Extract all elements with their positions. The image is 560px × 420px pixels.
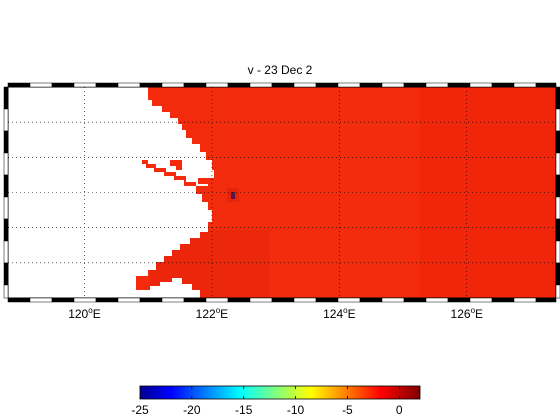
frame-top-segment xyxy=(381,82,405,88)
frame-top-segment xyxy=(29,82,53,88)
frame-top-segment xyxy=(95,82,119,88)
velocity-field xyxy=(8,87,556,298)
frame-right-segment xyxy=(555,130,560,154)
colorbar-tick-label-3: -10 xyxy=(287,403,305,417)
frame-left-segment xyxy=(3,86,9,110)
frame-top-segment xyxy=(271,82,295,88)
river-channel-upper xyxy=(170,160,182,170)
anomaly-halo xyxy=(227,188,239,202)
frame-bottom-segment xyxy=(73,297,97,303)
frame-top-segment xyxy=(403,82,427,88)
frame-right-segment xyxy=(555,284,560,299)
frame-bottom-segment xyxy=(7,297,31,303)
frame-top-segment xyxy=(337,82,361,88)
frame-left-segment xyxy=(3,262,9,286)
frame-bottom-segment xyxy=(51,297,75,303)
frame-left-segment xyxy=(3,108,9,132)
frame-top-segment xyxy=(7,82,31,88)
lon-tick-label-2: 124oE xyxy=(323,306,356,321)
frame-left-segment xyxy=(3,130,9,154)
frame-top-segment xyxy=(249,82,273,88)
lon-tick-label-3: 126oE xyxy=(451,306,484,321)
frame-right-segment xyxy=(555,86,560,110)
frame-bottom-segment xyxy=(469,297,493,303)
colorbar-tick-label-0: -25 xyxy=(131,403,149,417)
frame-top-segment xyxy=(513,82,537,88)
frame-bottom-segment xyxy=(337,297,361,303)
lon-tick-label-0: 120oE xyxy=(68,306,101,321)
frame-left-segment xyxy=(3,240,9,264)
frame-bottom-segment xyxy=(359,297,383,303)
frame-top-segment xyxy=(183,82,207,88)
frame-bottom-segment xyxy=(425,297,449,303)
river-channel xyxy=(142,160,196,186)
frame-left-segment xyxy=(3,218,9,242)
colorbar-tick-label-2: -15 xyxy=(235,403,253,417)
river-branch xyxy=(198,178,214,184)
frame-top-segment xyxy=(161,82,185,88)
colorbar-ticks: -25 -20 -15 -10 -5 0 xyxy=(131,386,403,417)
frame-bottom-segment xyxy=(139,297,163,303)
lon-tick-label-1: 122oE xyxy=(196,306,229,321)
frame-top-segment xyxy=(139,82,163,88)
frame-left-segment xyxy=(3,152,9,176)
frame-bottom-segment xyxy=(117,297,141,303)
frame-top-segment xyxy=(469,82,493,88)
frame-left-segment xyxy=(3,196,9,220)
frame-bottom-segment xyxy=(293,297,317,303)
frame-top-segment xyxy=(425,82,449,88)
frame-right-segment xyxy=(555,196,560,220)
map-title: v - 23 Dec 2 xyxy=(247,63,313,77)
frame-right-segment xyxy=(555,152,560,176)
frame-bottom-segment xyxy=(381,297,405,303)
frame-right-segment xyxy=(555,108,560,132)
frame-bottom-segment xyxy=(29,297,53,303)
colorbar-tick-label-4: -5 xyxy=(342,403,353,417)
frame-top-segment xyxy=(205,82,229,88)
frame-right-segment xyxy=(555,262,560,286)
frame-top-segment xyxy=(535,82,557,88)
colorbar-gradient xyxy=(139,385,421,400)
frame-right-segment xyxy=(555,240,560,264)
frame-top-segment xyxy=(447,82,471,88)
frame-bottom-segment xyxy=(403,297,427,303)
frame-right-segment xyxy=(555,218,560,242)
frame-top-segment xyxy=(73,82,97,88)
frame-bottom-segment xyxy=(183,297,207,303)
frame-left-segment xyxy=(3,174,9,198)
frame-bottom-segment xyxy=(447,297,471,303)
frame-bottom-segment xyxy=(513,297,537,303)
frame-bottom-segment xyxy=(249,297,273,303)
colorbar: -25 -20 -15 -10 -5 0 xyxy=(131,385,421,417)
grid-lines xyxy=(8,87,556,298)
frame-top-segment xyxy=(315,82,339,88)
frame-top-segment xyxy=(51,82,75,88)
frame-left-segment xyxy=(3,284,9,299)
frame-bottom-segment xyxy=(205,297,229,303)
frame-right-segment xyxy=(555,174,560,198)
frame-top-segment xyxy=(491,82,515,88)
frame-bottom-segment xyxy=(227,297,251,303)
frame-top-segment xyxy=(359,82,383,88)
frame-bottom-segment xyxy=(491,297,515,303)
frame-bottom-segment xyxy=(95,297,119,303)
frame-top-segment xyxy=(117,82,141,88)
colorbar-tick-label-1: -20 xyxy=(183,403,201,417)
frame-top-segment xyxy=(227,82,251,88)
frame-bottom-segment xyxy=(271,297,295,303)
frame-bottom-segment xyxy=(535,297,557,303)
frame-top-segment xyxy=(293,82,317,88)
land-mass xyxy=(8,87,214,298)
longitude-labels: 120oE 122oE 124oE 126oE xyxy=(68,306,483,321)
colorbar-tick-label-5: 0 xyxy=(396,403,403,417)
checkered-frame xyxy=(3,82,560,303)
anomaly-marker xyxy=(231,192,235,199)
map-frame xyxy=(3,82,560,303)
frame-bottom-segment xyxy=(315,297,339,303)
frame-bottom-segment xyxy=(161,297,185,303)
